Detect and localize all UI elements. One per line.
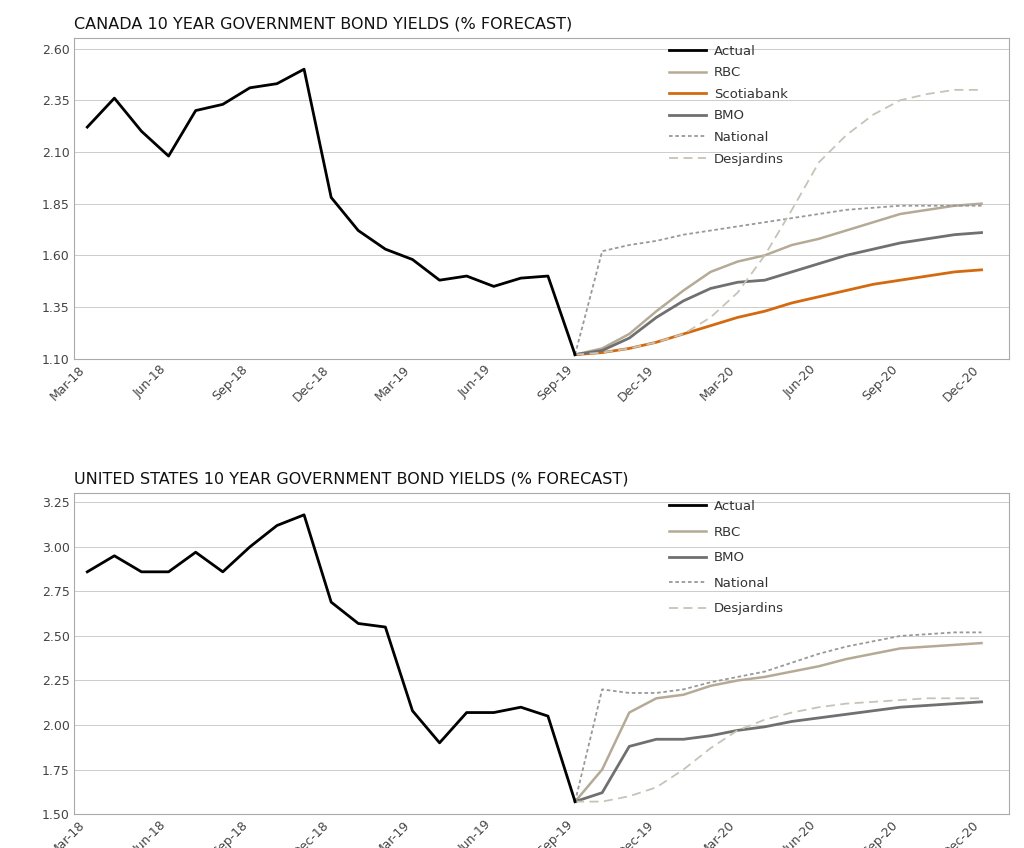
Text: CANADA 10 YEAR GOVERNMENT BOND YIELDS (% FORECAST): CANADA 10 YEAR GOVERNMENT BOND YIELDS (%… [74,16,572,31]
Legend: Actual, RBC, BMO, National, Desjardins: Actual, RBC, BMO, National, Desjardins [670,500,784,615]
Legend: Actual, RBC, Scotiabank, BMO, National, Desjardins: Actual, RBC, Scotiabank, BMO, National, … [670,45,788,165]
Text: UNITED STATES 10 YEAR GOVERNMENT BOND YIELDS (% FORECAST): UNITED STATES 10 YEAR GOVERNMENT BOND YI… [74,471,629,487]
